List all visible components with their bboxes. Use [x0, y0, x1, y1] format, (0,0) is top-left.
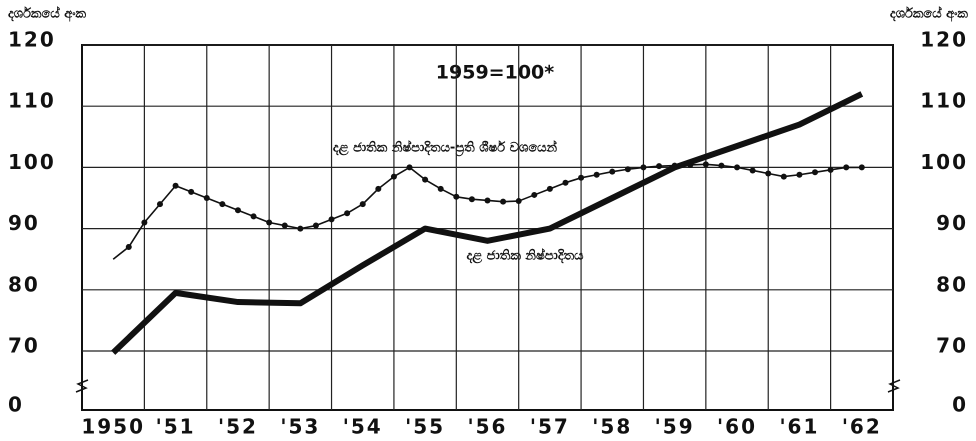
point — [765, 170, 772, 177]
plot-frame — [81, 44, 894, 411]
y-tick-label: 0 — [8, 393, 24, 417]
y-tick-label: 70 — [8, 334, 40, 358]
point — [453, 193, 460, 200]
point — [234, 207, 241, 214]
x-tick-label: '59 — [655, 415, 695, 439]
x-tick-label: '55 — [405, 415, 445, 439]
point — [718, 162, 725, 169]
x-tick-label: '56 — [468, 415, 508, 439]
point — [484, 197, 491, 204]
y2-axis-label: දර්ශකයේ අංක — [890, 4, 969, 22]
point — [827, 166, 834, 173]
series-line — [112, 163, 862, 260]
y-axis-label: දර්ශකයේ අංක — [8, 4, 87, 22]
point — [250, 213, 257, 220]
y-tick-label: 120 — [8, 28, 56, 52]
y2-tick-label: 100 — [920, 150, 968, 174]
y2-tick-label: 110 — [920, 89, 968, 113]
point — [422, 176, 429, 183]
point — [437, 185, 444, 192]
y2-tick-label: 90 — [936, 211, 968, 235]
point — [780, 173, 787, 180]
point — [375, 185, 382, 192]
point — [796, 171, 803, 178]
point — [640, 164, 647, 171]
point — [203, 195, 210, 201]
point — [312, 222, 319, 229]
point — [749, 167, 756, 174]
point — [125, 243, 132, 250]
point — [281, 222, 288, 229]
point — [593, 171, 600, 178]
y2-tick-label: 70 — [936, 334, 968, 358]
x-tick-label: '51 — [156, 415, 196, 439]
point — [546, 185, 553, 192]
x-tick-label: '58 — [592, 415, 632, 439]
point — [624, 166, 631, 173]
point — [515, 198, 522, 205]
point — [734, 164, 741, 171]
point — [702, 161, 709, 168]
series-line — [111, 91, 864, 355]
y2-tick-label: 120 — [920, 28, 968, 52]
x-tick-label: 1950 — [81, 415, 145, 439]
point — [843, 164, 850, 171]
point — [297, 225, 304, 232]
y-tick-label: 100 — [8, 150, 56, 174]
x-tick-label: '60 — [717, 415, 757, 439]
x-tick-label: '53 — [280, 415, 320, 439]
x-tick-label: '52 — [218, 415, 258, 439]
x-tick-label: '62 — [842, 415, 882, 439]
point — [359, 201, 366, 208]
point — [188, 188, 195, 195]
point — [578, 174, 585, 181]
point — [468, 196, 475, 203]
point — [219, 201, 226, 208]
point — [858, 164, 865, 171]
annotation: 1959=100* — [436, 62, 554, 84]
x-tick-label: '54 — [343, 415, 383, 439]
y2-tick-label: 80 — [936, 272, 968, 296]
annotation: දළ ජාතික නිෂ්පාදිතය — [466, 246, 584, 264]
annotation: දළ ජාතික නිෂ්පාදිතය-ප්‍රති ශීර්ෂ වශයෙන් — [333, 138, 558, 156]
y-tick-label: 90 — [8, 211, 40, 235]
y-tick-label: 110 — [8, 89, 56, 113]
point — [562, 179, 569, 186]
point — [656, 163, 663, 170]
point — [172, 182, 179, 189]
point — [390, 173, 397, 180]
point — [328, 216, 335, 223]
point — [500, 198, 507, 205]
point — [531, 191, 538, 198]
x-tick-label: '57 — [530, 415, 570, 439]
point — [609, 168, 616, 175]
point — [406, 164, 413, 171]
x-tick-label: '61 — [779, 415, 819, 439]
y2-tick-label: 0 — [952, 393, 968, 417]
point — [266, 219, 273, 226]
point — [141, 219, 148, 226]
point — [344, 210, 351, 217]
y-tick-label: 80 — [8, 272, 40, 296]
point — [156, 201, 163, 208]
point — [812, 169, 819, 176]
